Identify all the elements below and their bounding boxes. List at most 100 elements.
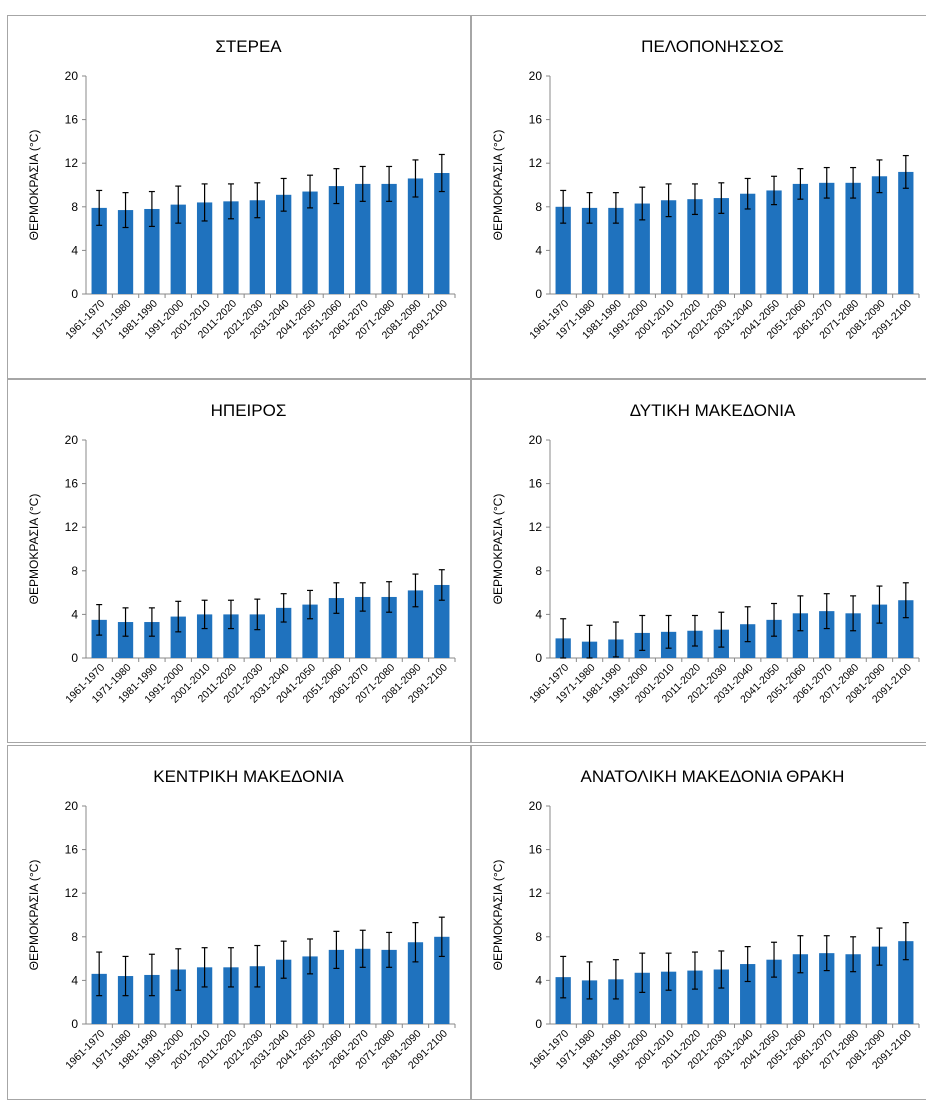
error-bar: [797, 595, 804, 632]
bar: [302, 191, 318, 294]
error-bar: [122, 192, 129, 229]
bar: [91, 619, 107, 658]
bar: [871, 946, 888, 1024]
error-bar: [148, 190, 155, 228]
error-bar: [412, 159, 419, 198]
error-bar: [386, 931, 393, 968]
error-bar: [902, 582, 909, 619]
bar: [355, 596, 371, 658]
bar: [555, 977, 571, 1024]
y-tick-label: 20: [65, 799, 79, 813]
error-bar: [280, 177, 287, 212]
chart-panel: ΣΤΕΡΕΑ ΘΕΡΜΟΚΡΑΣΙΑ (°C) 0 4 8 12 16 20 1961-1970…: [7, 15, 471, 379]
y-tick-label: 12: [529, 886, 543, 900]
error-bar: [359, 582, 366, 612]
y-tick-label: 16: [65, 843, 79, 857]
y-tick-label: 16: [65, 113, 79, 127]
error-bar: [665, 614, 672, 649]
bar: [766, 959, 782, 1024]
y-tick-label: 12: [529, 156, 543, 170]
bar: [91, 207, 107, 294]
error-bar: [254, 598, 261, 631]
bar: [555, 206, 571, 294]
error-bar: [148, 953, 155, 997]
error-bar: [586, 624, 593, 659]
bar: [249, 614, 265, 658]
chart-panel: ΗΠΕΙΡΟΣ ΘΕΡΜΟΚΡΑΣΙΑ (°C) 0 4 8 12 16 20 1961-197…: [7, 379, 471, 743]
error-bar: [227, 947, 234, 988]
y-tick-label: 4: [71, 973, 78, 987]
bar-chart: ΔΥΤΙΚΗ ΜΑΚΕΔΟΝΙΑ ΘΕΡΜΟΚΡΑΣΙΑ (°C) 0 4 8 12 16 2…: [491, 401, 920, 706]
error-bar: [744, 946, 751, 983]
bar: [328, 598, 345, 658]
y-tick-label: 0: [71, 287, 78, 301]
y-tick-label: 8: [71, 200, 78, 214]
y-tick-label: 4: [535, 243, 542, 257]
bar: [144, 208, 160, 294]
error-bar: [612, 192, 619, 224]
y-tick-label: 16: [529, 477, 543, 491]
y-tick-label: 8: [71, 930, 78, 944]
error-bar: [201, 183, 208, 222]
bar: [381, 183, 397, 294]
error-bar: [902, 154, 909, 189]
bar: [581, 207, 598, 294]
bar-chart: ΑΝΑΤΟΛΙΚΗ ΜΑΚΕΔΟΝΙΑ ΘΡΑΚΗ ΘΕΡΜΟΚΡΑΣΙΑ (°C…: [491, 767, 920, 1072]
bar: [608, 207, 624, 294]
error-bar: [307, 174, 314, 209]
error-bar: [96, 951, 103, 997]
error-bar: [412, 922, 419, 963]
bar: [687, 970, 703, 1024]
chart-panel: ΠΕΛΟΠΟΝΗΣΣΟΣ ΘΕΡΜΟΚΡΑΣΙΑ (°C) 0 4 8 12 16 20 196…: [471, 15, 926, 379]
chart-title: ΠΕΛΟΠΟΝΗΣΣΟΣ: [641, 37, 784, 56]
bar: [687, 199, 703, 294]
error-bar: [718, 611, 725, 648]
error-bar: [771, 175, 778, 206]
error-bar: [175, 948, 182, 991]
bar: [223, 201, 239, 294]
bar: [170, 204, 186, 294]
y-tick-label: 0: [535, 651, 542, 665]
error-bar: [823, 166, 830, 199]
error-bar: [771, 941, 778, 978]
bar: [381, 596, 397, 658]
error-bar: [876, 585, 883, 624]
bar: [302, 604, 318, 658]
bar: [845, 613, 861, 658]
error-bar: [307, 589, 314, 620]
error-bar: [665, 183, 672, 218]
y-axis-label: ΘΕΡΜΟΚΡΑΣΙΑ (°C): [491, 860, 505, 971]
bar-chart: ΚΕΝΤΡΙΚΗ ΜΑΚΕΔΟΝΙΑ ΘΕΡΜΟΚΡΑΣΙΑ (°C) 0 4 8 12 1…: [27, 767, 456, 1072]
y-tick-label: 4: [535, 973, 542, 987]
y-tick-label: 20: [65, 433, 79, 447]
chart-panel: ΚΕΝΤΡΙΚΗ ΜΑΚΕΔΟΝΙΑ ΘΕΡΜΟΚΡΑΣΙΑ (°C) 0 4 8 12 1…: [7, 745, 471, 1100]
error-bar: [96, 603, 103, 636]
bar: [819, 611, 835, 658]
bar: [713, 198, 729, 294]
bar: [898, 600, 914, 658]
error-bar: [744, 606, 751, 643]
y-tick-label: 0: [535, 1017, 542, 1031]
bar: [223, 967, 239, 1024]
error-bar: [876, 159, 883, 194]
error-bar: [175, 600, 182, 633]
bar: [434, 584, 450, 658]
bar: [276, 607, 292, 658]
bar: [660, 200, 677, 294]
error-bar: [797, 935, 804, 974]
bar: [117, 976, 134, 1024]
y-tick-label: 0: [71, 1017, 78, 1031]
y-axis-label: ΘΕΡΜΟΚΡΑΣΙΑ (°C): [491, 130, 505, 241]
bar: [871, 604, 888, 658]
chart-title: ΔΥΤΙΚΗ ΜΑΚΕΔΟΝΙΑ: [630, 401, 796, 420]
error-bar: [412, 573, 419, 608]
error-bar: [359, 929, 366, 968]
bar: [223, 614, 239, 658]
bar: [196, 967, 213, 1024]
bar: [249, 966, 265, 1024]
y-tick-label: 20: [529, 69, 543, 83]
error-bar: [639, 614, 646, 651]
y-axis-label: ΘΕΡΜΟΚΡΑΣΙΑ (°C): [27, 860, 41, 971]
y-tick-label: 4: [71, 243, 78, 257]
